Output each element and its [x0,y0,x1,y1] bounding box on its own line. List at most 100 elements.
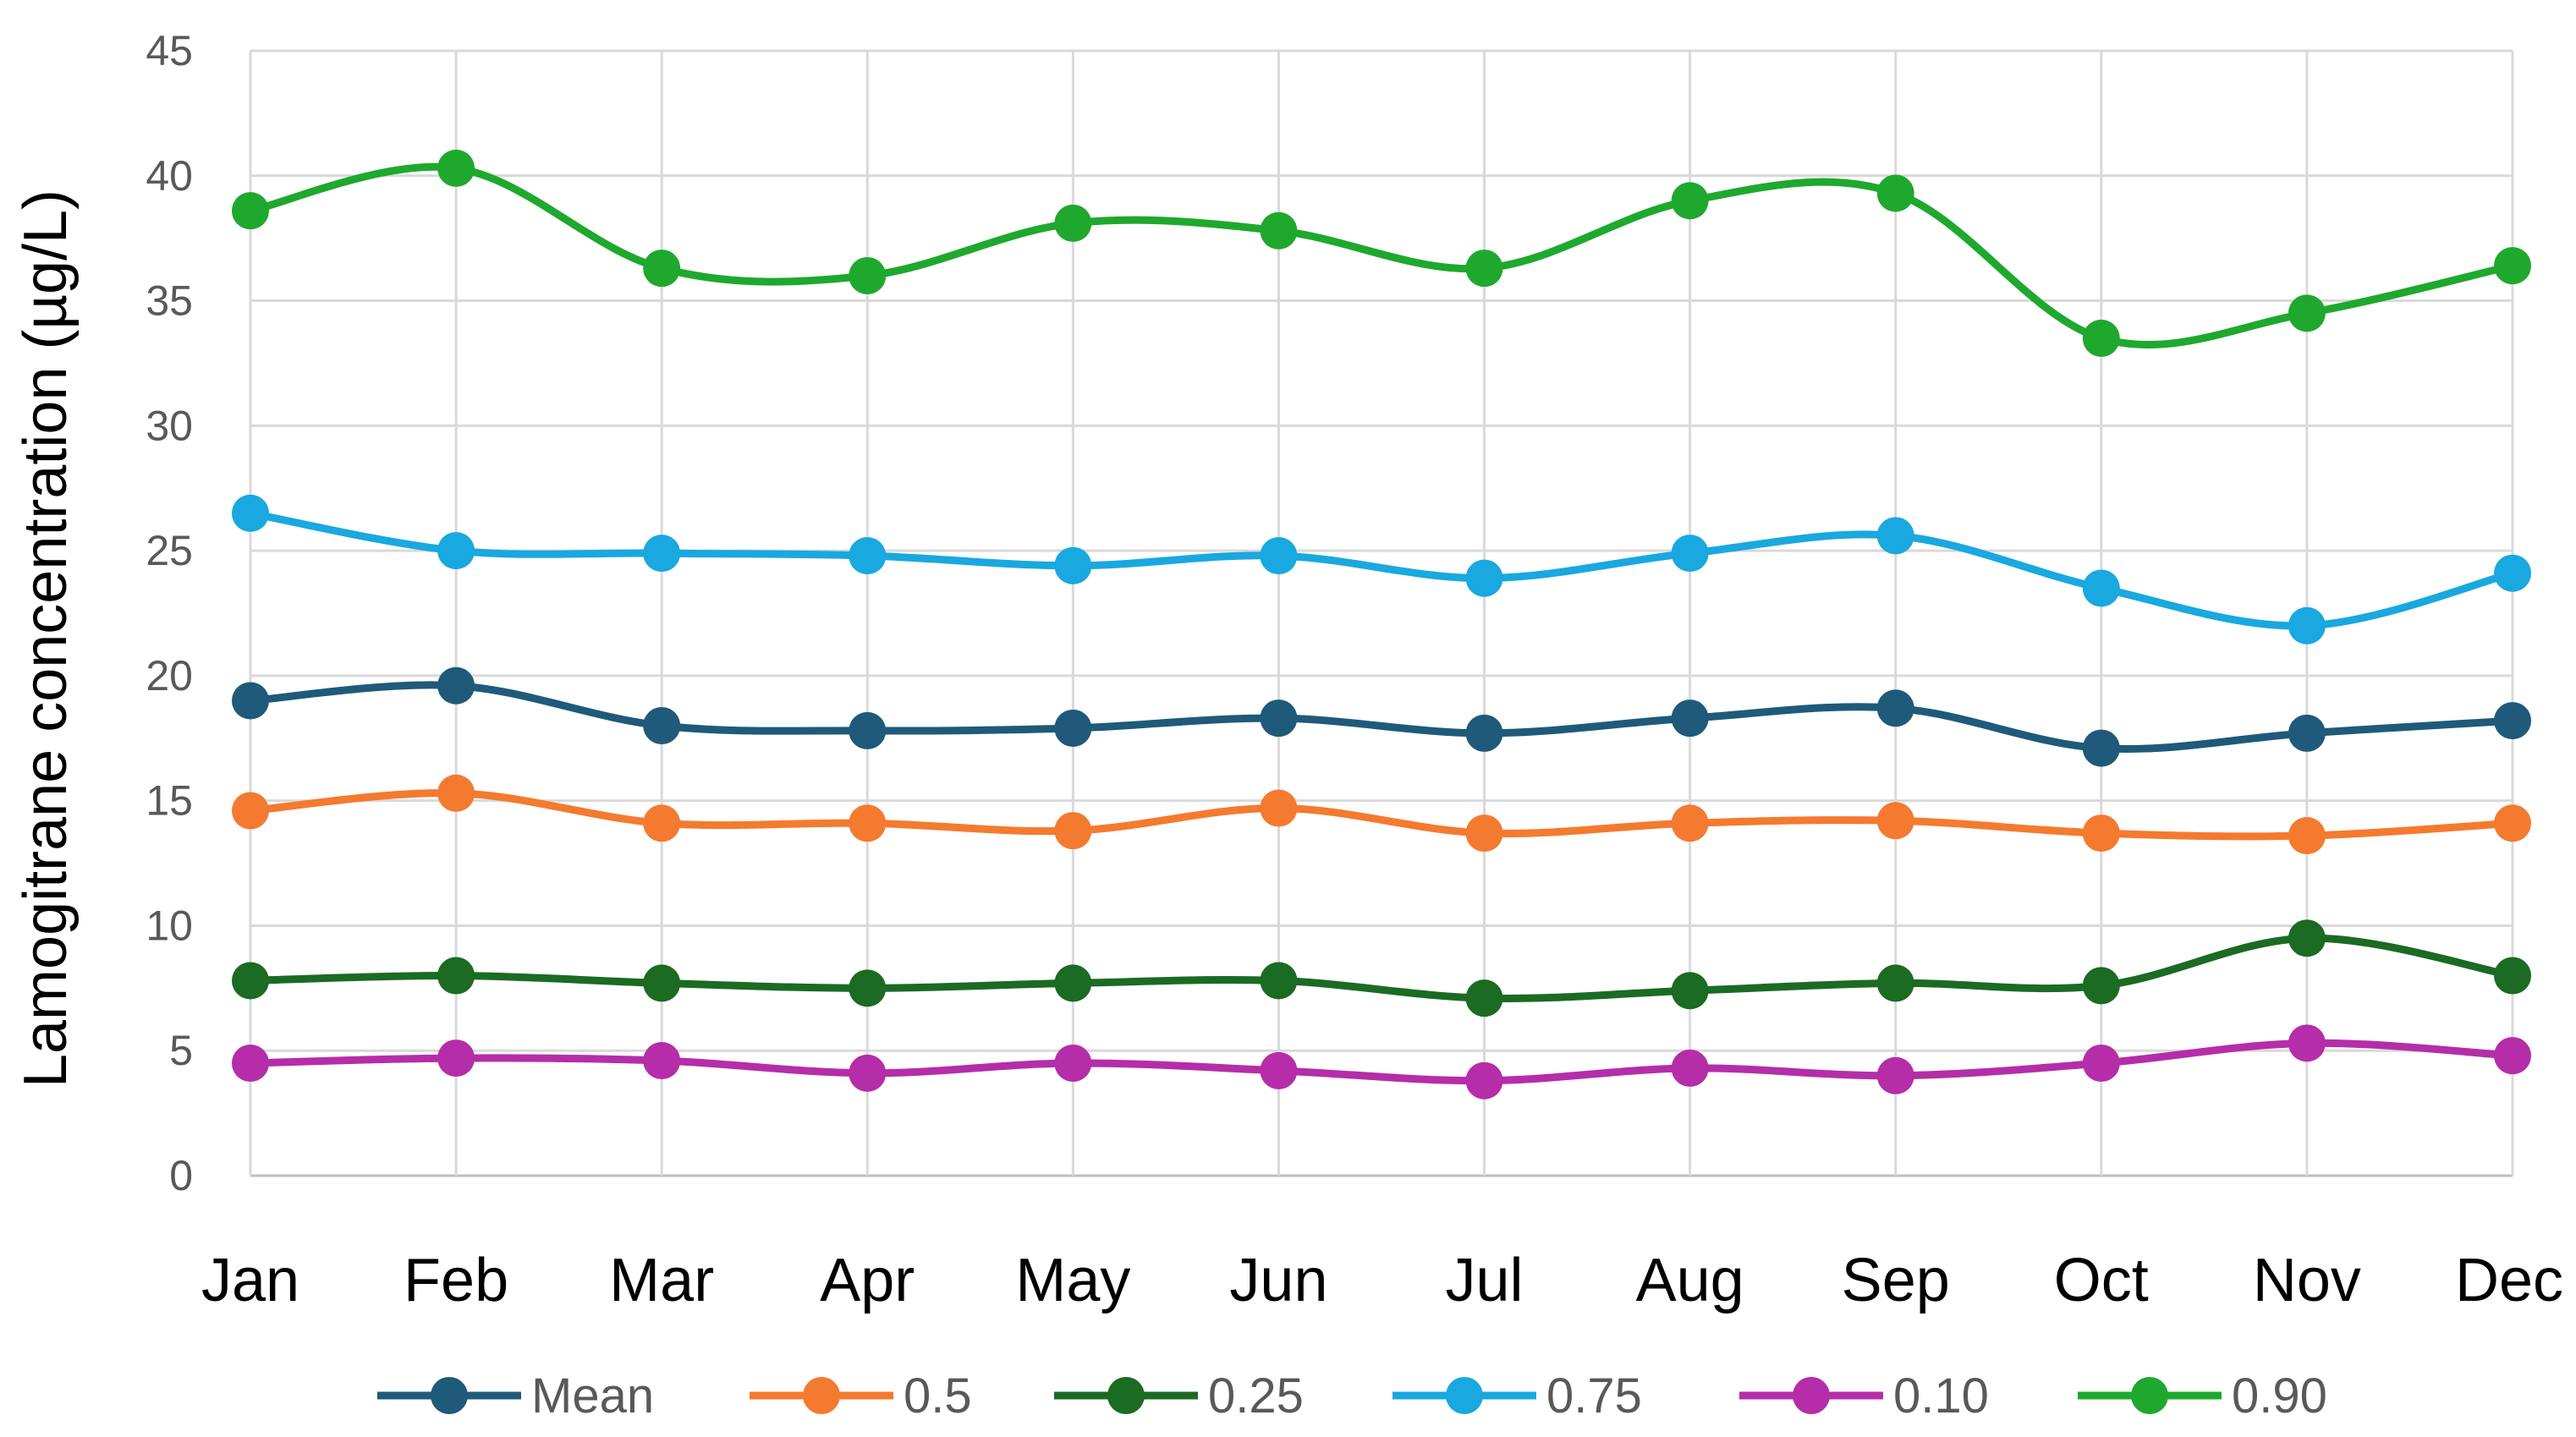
data-point [437,149,475,187]
series-lines [232,149,2531,1100]
series-0.90 [232,149,2531,357]
data-point [643,1042,681,1080]
data-point [1671,972,1709,1010]
series-Mean [232,666,2531,767]
data-point [2082,1045,2120,1082]
x-tick-label: Feb [404,1247,508,1314]
legend-label: 0.25 [1208,1368,1304,1423]
data-point [849,711,887,749]
legend-label: 0.5 [904,1368,972,1423]
y-tick-label: 40 [146,152,193,200]
y-tick-label: 35 [146,277,193,325]
data-point [1671,699,1709,738]
data-point [437,532,475,570]
data-point [1054,964,1092,1002]
data-point [643,964,681,1002]
data-point [1671,182,1709,220]
y-axis-ticks: 0 5 10 15 20 25 30 35 40 45 [146,27,193,1199]
data-point [849,804,887,842]
legend-label: 0.90 [2232,1368,2327,1423]
data-point [232,792,269,830]
data-point [1876,964,1914,1002]
x-tick-label: Dec [2455,1247,2563,1314]
y-tick-label: 20 [146,652,193,699]
legend-item: Mean [377,1368,654,1423]
legend-swatch-marker [1793,1377,1830,1414]
data-point [1260,1051,1298,1089]
y-axis-label: Lamogitrane concentration (µg/L) [12,189,80,1088]
data-point [232,1045,269,1082]
data-point [1260,211,1298,250]
y-tick-label: 10 [146,902,193,949]
y-tick-label: 45 [146,27,193,74]
data-point [1054,546,1092,584]
series-line [246,1039,2517,1085]
data-point [1260,789,1298,827]
series-line [246,789,2517,841]
data-point [232,962,269,1000]
data-point [1260,699,1298,738]
x-tick-label: Apr [820,1247,915,1314]
data-point [2494,957,2531,995]
data-point [1260,962,1298,1000]
data-point [232,682,269,720]
data-point [2288,1024,2326,1062]
data-point [643,250,681,288]
data-point [849,1054,887,1092]
data-point [2494,247,2531,285]
data-point [1465,979,1503,1017]
x-tick-label: Oct [2054,1247,2149,1314]
data-point [2288,294,2326,332]
legend-item: 0.25 [1054,1368,1304,1423]
legend-swatch-marker [431,1377,468,1414]
legend-item: 0.10 [1739,1368,1989,1423]
x-tick-label: Mar [609,1247,714,1314]
legend: Mean 0.5 0.25 0.75 0.10 0.90 [377,1368,2327,1423]
legend-item: 0.90 [2078,1368,2327,1423]
data-point [1054,709,1092,747]
legend-label: 0.10 [1893,1368,1989,1423]
legend-swatch-marker [1107,1377,1145,1414]
data-point [2082,967,2120,1005]
data-point [2082,319,2120,357]
data-point [1465,250,1503,288]
data-point [643,535,681,573]
data-point [2082,814,2120,853]
data-point [1671,804,1709,842]
series-line [246,509,2517,630]
data-point [1465,814,1503,853]
y-tick-label: 0 [169,1152,193,1199]
data-point [1260,537,1298,575]
data-point [437,774,475,812]
data-point [1876,802,1914,840]
data-point [1465,559,1503,597]
x-tick-label: May [1015,1247,1130,1314]
data-point [2082,569,2120,607]
data-point [1671,1049,1709,1087]
data-point [232,192,269,230]
data-point [2494,804,2531,842]
grid-lines [249,49,2514,1177]
data-point [1876,517,1914,555]
data-point [1465,714,1503,752]
y-tick-label: 30 [146,402,193,449]
data-point [1876,1056,1914,1094]
x-tick-label: Sep [1842,1247,1950,1314]
legend-label: Mean [531,1368,654,1423]
series-0.5 [232,774,2531,855]
data-point [2494,702,2531,740]
data-point [643,707,681,744]
data-point [2288,606,2326,644]
x-tick-label: Aug [1636,1247,1744,1314]
data-point [2082,729,2120,767]
data-point [1054,204,1092,242]
series-0.10 [232,1024,2531,1100]
data-point [2494,554,2531,592]
data-point [849,537,887,575]
legend-item: 0.5 [750,1368,972,1423]
legend-item: 0.75 [1392,1368,1642,1423]
data-point [2288,714,2326,752]
x-axis-ticks: Jan Feb Mar Apr May Jun Jul Aug Sep Oct Nov Dec [201,1247,2563,1314]
y-tick-label: 5 [169,1027,193,1074]
